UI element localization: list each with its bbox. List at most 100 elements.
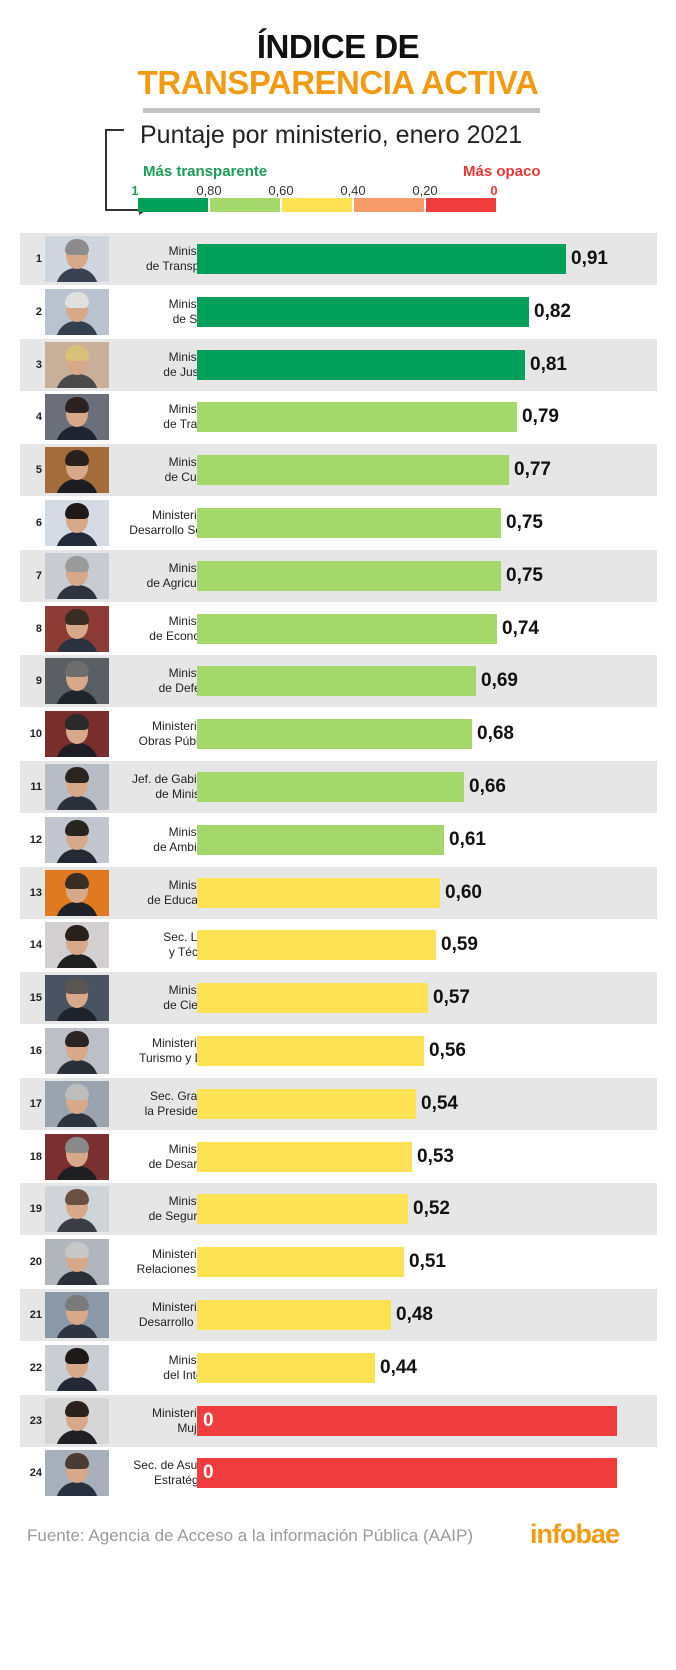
bar	[197, 402, 517, 433]
bar	[197, 1194, 408, 1225]
infobae-logo: infobae	[530, 1519, 620, 1549]
chart-row: 17 Sec. Gral. de la Presidencia 0,54	[20, 1077, 657, 1130]
official-photo	[45, 1186, 109, 1233]
data-label: 0,75	[506, 512, 543, 533]
chart-row: 11 Jef. de Gabinete de Ministros 0,66	[20, 761, 657, 813]
official-photo	[45, 711, 109, 758]
bar	[197, 455, 509, 486]
title-underline	[143, 108, 540, 113]
bar	[197, 1352, 375, 1383]
official-photo	[45, 816, 109, 863]
rank-number: 20	[29, 1256, 42, 1269]
data-label: 0,54	[421, 1092, 458, 1114]
data-label: 0,59	[441, 934, 478, 956]
rank-number: 23	[29, 1414, 42, 1427]
rank-number: 13	[29, 886, 42, 899]
rank-number: 8	[35, 622, 42, 635]
official-photo	[45, 1028, 109, 1074]
data-label: 0,51	[409, 1251, 446, 1273]
rank-number: 6	[35, 517, 42, 529]
data-label: 0,44	[380, 1356, 417, 1378]
official-photo	[45, 288, 109, 335]
rank-number: 24	[29, 1467, 42, 1480]
chart-row: 20 Ministerio de Relaciones Ext. 0,51	[20, 1236, 657, 1288]
official-photo	[45, 975, 109, 1022]
official-photo	[45, 1080, 109, 1127]
chart-row: 24 Sec. de Asuntos Estratégicos 0	[20, 1447, 657, 1499]
bar	[197, 349, 525, 380]
bracket-line	[105, 129, 124, 211]
legend-tick: 1	[131, 183, 139, 198]
data-label: 0,91	[571, 248, 608, 269]
chart-row: 18 Ministerio de Desarrollo 0,53	[20, 1131, 657, 1183]
bar	[197, 296, 529, 327]
official-photo	[45, 658, 109, 705]
data-label: 0,69	[481, 670, 518, 692]
title-line2: TRANSPARENCIA ACTIVA	[137, 64, 539, 101]
chart-subtitle: Puntaje por ministerio, enero 2021	[140, 121, 523, 149]
official-photo	[45, 236, 109, 282]
bar	[197, 560, 501, 591]
chart-row: 7 Ministerio de Agricultura 0,75	[20, 549, 657, 602]
data-label: 0	[203, 1462, 214, 1484]
official-photo	[45, 869, 109, 916]
rank-number: 3	[35, 358, 42, 371]
data-label: 0,82	[534, 300, 571, 322]
chart-row: 22 Ministerio del Interior 0,44	[20, 1342, 657, 1394]
rank-number: 11	[30, 781, 42, 793]
legend-tick: 0,20	[412, 183, 438, 198]
bar	[197, 824, 444, 855]
chart-row: 3 Ministerio de Justicia 0,81	[20, 338, 657, 391]
chart-row: 5 Ministerio de Cultura 0,77	[20, 444, 657, 497]
legend-tick: 0	[490, 183, 498, 198]
rank-number: 18	[29, 1150, 42, 1163]
official-photo	[45, 447, 109, 494]
rank-number: 4	[35, 411, 42, 424]
bar	[197, 719, 472, 750]
official-photo	[45, 1239, 109, 1286]
chart-row: 19 Ministerio de Seguridad 0,52	[20, 1183, 657, 1236]
rank-number: 9	[35, 675, 42, 688]
legend-segment	[426, 198, 496, 212]
legend-tick: 0,40	[340, 183, 366, 198]
official-photo	[45, 922, 109, 969]
bar	[197, 1036, 424, 1066]
data-label: 0	[203, 1409, 214, 1431]
rank-number: 7	[35, 569, 42, 582]
data-label: 0,61	[449, 828, 486, 850]
rank-number: 14	[29, 939, 42, 952]
official-photo	[45, 394, 109, 441]
chart-row: 12 Ministerio de Ambiente 0,61	[20, 814, 657, 866]
bar	[197, 1405, 617, 1436]
bar	[197, 877, 440, 908]
official-photo	[45, 1344, 109, 1391]
official-photo	[45, 605, 109, 652]
bar	[197, 666, 476, 697]
legend-segment	[210, 198, 280, 212]
legend-segment	[282, 198, 352, 212]
bar	[197, 508, 501, 538]
official-photo	[45, 1450, 109, 1497]
official-photo	[45, 764, 109, 810]
bar	[197, 1458, 617, 1489]
official-photo	[45, 1133, 109, 1180]
rank-number: 1	[35, 253, 42, 265]
data-label: 0,60	[445, 881, 482, 903]
bar	[197, 1141, 412, 1172]
legend-segment	[138, 198, 208, 212]
chart-row: 6 Ministerio de Desarrollo Social 0,75	[20, 497, 657, 549]
chart-row: 16 Ministerio de Turismo y Dep. 0,56	[20, 1025, 657, 1077]
bar	[197, 1247, 404, 1278]
data-label: 0,77	[514, 459, 551, 481]
data-label: 0,53	[417, 1145, 454, 1167]
source-note: Fuente: Agencia de Acceso a la informaci…	[27, 1526, 474, 1545]
data-label: 0,81	[530, 353, 567, 375]
chart-row: 9 Ministerio de Defensa 0,69	[20, 655, 657, 708]
rank-number: 17	[29, 1097, 42, 1110]
rank-number: 21	[29, 1309, 42, 1321]
data-label: 0,48	[396, 1304, 433, 1325]
data-label: 0,52	[413, 1198, 450, 1220]
bar	[197, 1300, 391, 1330]
chart-row: 10 Ministerio de Obras Públicas 0,68	[20, 708, 657, 760]
data-label: 0,75	[506, 564, 543, 586]
